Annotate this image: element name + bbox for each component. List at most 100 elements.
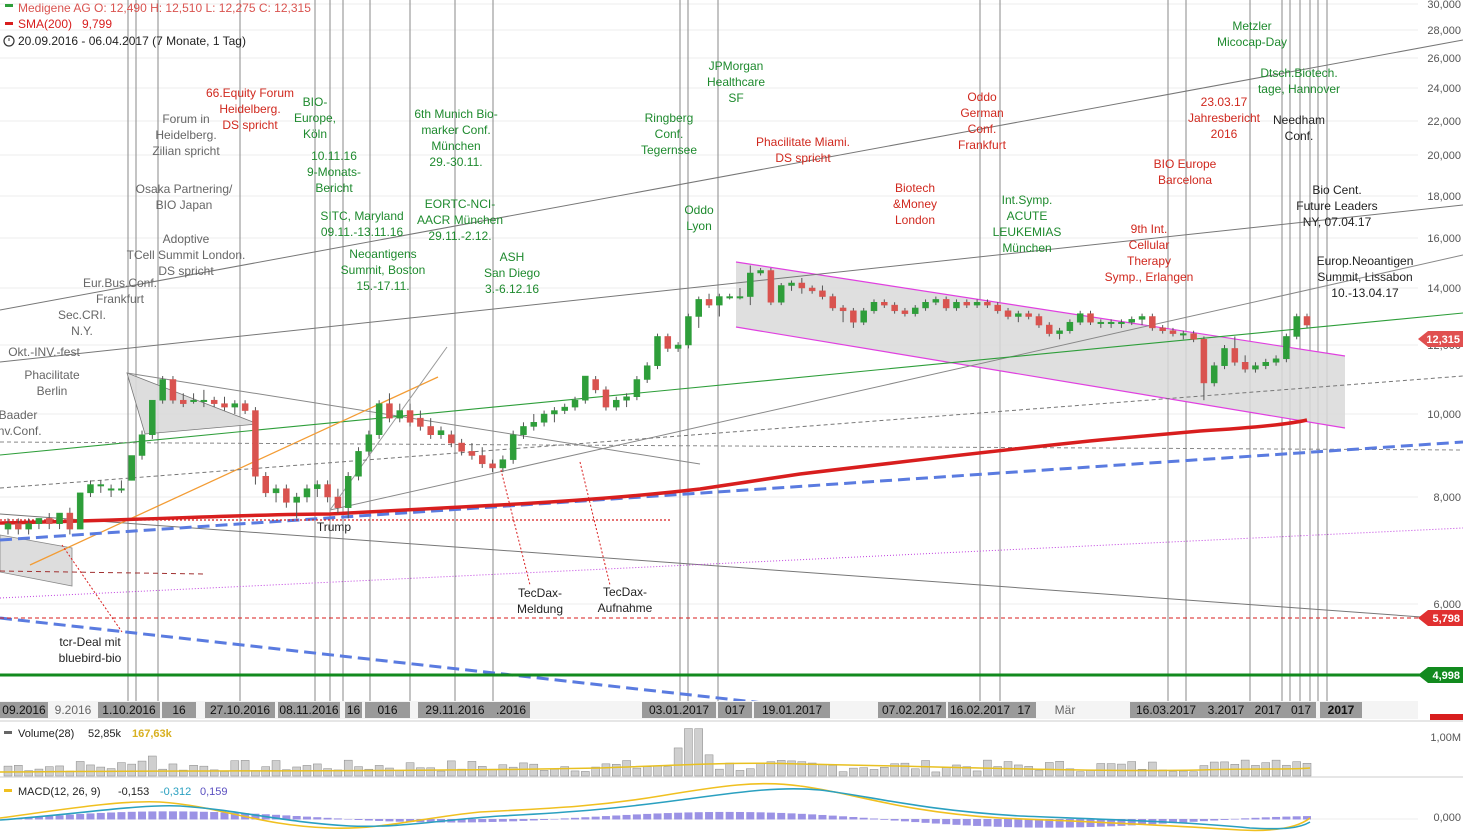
macd-hist-bar	[210, 812, 219, 820]
y-tick-label: 26,000	[1427, 53, 1461, 65]
candle-body	[757, 270, 764, 274]
annotation-line: &Money	[893, 197, 937, 211]
macd-hist-bar	[911, 819, 920, 823]
candle-body	[159, 379, 166, 401]
candle-body	[571, 399, 579, 408]
annotation-line: TCell Summit London.	[127, 248, 246, 262]
trend-gray-lower	[329, 254, 1463, 511]
volume-bar	[1271, 759, 1281, 777]
y-tick-label: 8,000	[1433, 492, 1461, 504]
macd-hist-bar	[684, 812, 693, 820]
annotation-line: Metzler	[1232, 19, 1271, 33]
macd-hist-bar	[787, 813, 796, 820]
volume-bar	[756, 762, 765, 777]
annotation-line: Okt.-INV.-fest	[8, 345, 80, 359]
macd-hist-bar	[1220, 819, 1229, 820]
candle-body	[592, 379, 599, 391]
annotation-line: ASH	[500, 250, 525, 264]
annotation-label: 6th Munich Bio-marker Conf. München 29.-30…	[414, 107, 497, 169]
volume-bar	[715, 768, 724, 777]
macd-hist-bar	[849, 817, 858, 820]
macd-hist-bar	[715, 811, 724, 820]
candle-body	[1128, 319, 1135, 323]
macd-hist-bar	[282, 815, 291, 820]
macd-hist-bar	[333, 818, 342, 820]
macd-hist-bar	[230, 812, 239, 820]
annotation-line: Bio Cent.	[1312, 183, 1361, 197]
y-tick-label: 24,000	[1427, 83, 1461, 95]
macd-hist-bar	[1210, 819, 1219, 821]
date-label: 07.02.2017	[882, 703, 942, 717]
candle-body	[623, 396, 630, 401]
date-label: 19.01.2017	[762, 703, 822, 717]
date-label: 2017	[1255, 703, 1282, 717]
y-tick-label: 20,000	[1427, 150, 1461, 162]
trend-gray-top	[0, 39, 1463, 311]
candle-body	[1138, 316, 1146, 320]
annotation-label: JPMorgan Healthcare SF	[707, 59, 765, 105]
candle-body	[1087, 313, 1094, 323]
annotation-line: Köln	[303, 127, 327, 141]
trend-gray-mid	[0, 204, 1463, 363]
annotation-line: TecDax-	[603, 585, 647, 599]
trend-green	[0, 312, 1463, 456]
volume-bar	[1189, 771, 1198, 777]
annotation-label: 66.Equity Forum Heidelberg. DS spricht	[206, 86, 294, 132]
trend-gray-dash2	[0, 441, 1463, 451]
macd-hist-bar	[1076, 819, 1085, 828]
annotation-label: ASH San Diego 3.-6.12.16	[484, 250, 540, 296]
annotation-line: SITC, Maryland	[320, 209, 403, 223]
macd-hist-bar	[1199, 819, 1208, 822]
annotation-line: 29.-30.11.	[429, 155, 482, 169]
candle-body	[272, 488, 280, 494]
macd-hist-bar	[550, 818, 559, 820]
candle-body	[1210, 365, 1218, 384]
candle-body	[221, 403, 228, 408]
annotation-line: Conf.	[655, 127, 684, 141]
macd-hist-bar	[591, 816, 600, 820]
volume-bar	[230, 760, 240, 777]
macd-hist-bar	[199, 811, 208, 820]
candle-body	[334, 496, 342, 508]
annotation-label: BIO Europe Barcelona	[1154, 157, 1217, 187]
annotation-line: NY, 07.04.17	[1303, 215, 1372, 229]
volume-bar	[426, 767, 435, 777]
macd-hist-bar	[1024, 819, 1033, 828]
macd-value-3: 0,159	[200, 786, 228, 798]
date-label-bg	[1130, 702, 1202, 718]
annotation-label: 23.03.17 Jahresbericht 2016	[1188, 95, 1261, 141]
annotation-line: BIO Japan	[156, 198, 213, 212]
candle-body	[66, 512, 74, 530]
annotation-line: ACUTE	[1007, 209, 1048, 223]
macd-value-2: -0,312	[160, 786, 191, 798]
volume-bar	[1282, 764, 1291, 777]
macd-hist-bar	[1004, 819, 1013, 828]
annotation-line: bluebird-bio	[59, 651, 122, 665]
volume-bar	[498, 764, 508, 777]
candle-body	[97, 484, 105, 487]
candle-body	[149, 399, 156, 436]
candle-body	[973, 302, 981, 306]
volume-bar	[34, 768, 44, 777]
candle-body	[664, 336, 672, 349]
macd-label: MACD(12, 26, 9)	[18, 786, 101, 798]
annotation-label: EORTC-NCI- AACR München 29.11.-2.12.	[417, 197, 503, 243]
macd-hist-bar	[302, 816, 311, 820]
annotation-line: JPMorgan	[709, 59, 764, 73]
candle-body	[1097, 321, 1105, 324]
annotation-line: tage, Hannover	[1258, 82, 1340, 96]
macd-hist-bar	[323, 817, 332, 820]
candle-body	[293, 496, 300, 503]
macd-hist-bar	[808, 814, 817, 820]
volume-bar	[1137, 768, 1147, 777]
macd-hist-bar	[1179, 819, 1188, 823]
volume-bar	[1034, 770, 1044, 777]
date-label: 03.01.2017	[649, 703, 709, 717]
y-tick-label: 16,000	[1427, 233, 1461, 245]
volume-value-2: 167,63k	[132, 728, 173, 740]
candle-body	[25, 523, 32, 530]
macd-hist-bar	[457, 819, 466, 823]
macd-hist-bar	[1261, 817, 1270, 820]
macd-hist-bar	[1138, 819, 1147, 825]
